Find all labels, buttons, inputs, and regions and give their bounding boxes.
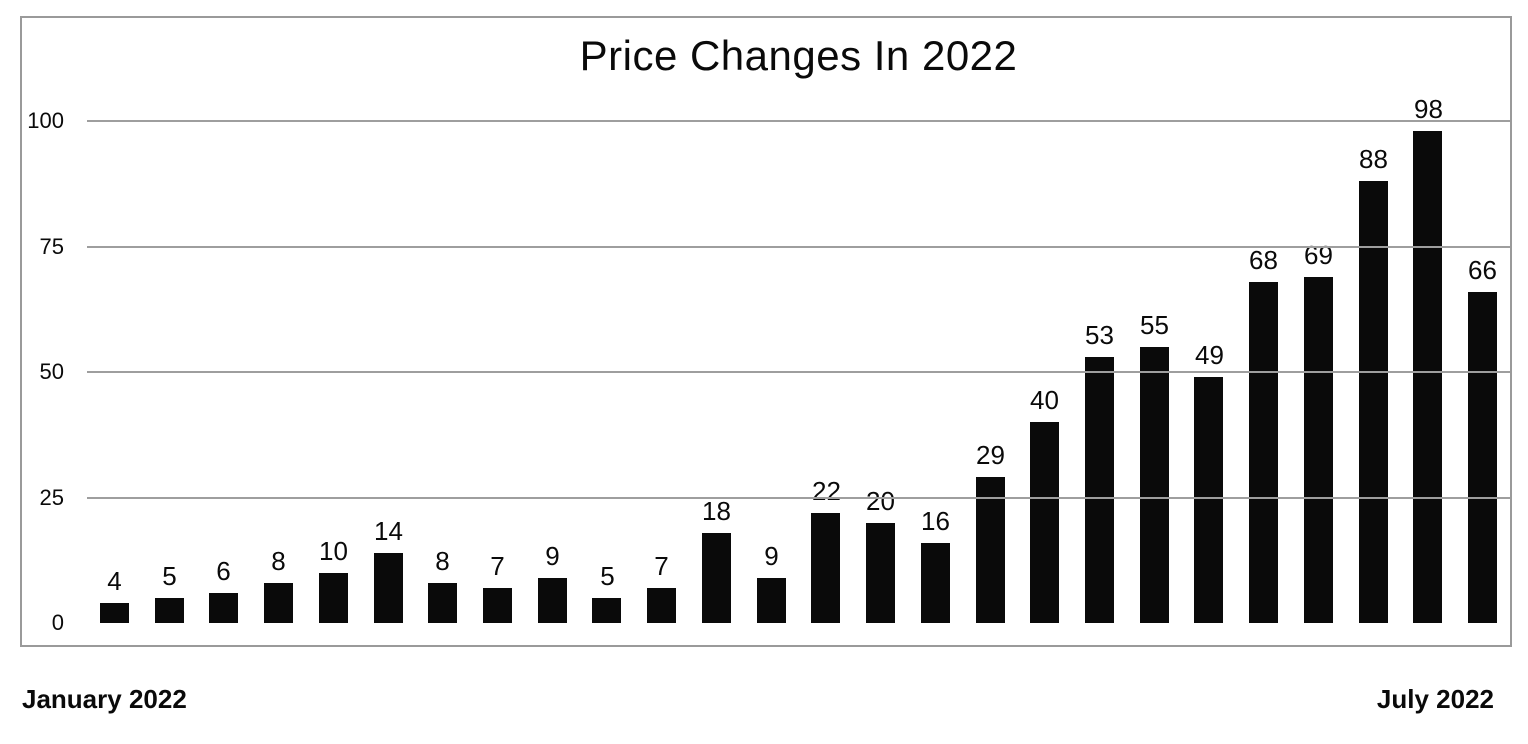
x-axis-start-label: January 2022: [22, 684, 187, 714]
bar-value-label: 49: [1195, 340, 1224, 370]
bar-value-label: 18: [702, 496, 731, 526]
gridline: [87, 496, 1510, 499]
bar-value-label: 9: [764, 541, 779, 571]
bar: [428, 583, 457, 623]
bar: [1030, 422, 1059, 623]
bar: [921, 543, 950, 623]
bar-value-label: 16: [921, 506, 950, 536]
bar: [319, 573, 348, 623]
bar-value-label: 8: [271, 546, 286, 576]
bar-value-label: 14: [374, 516, 403, 546]
bar-value-label: 6: [216, 556, 231, 586]
y-tick-label: 75: [39, 233, 64, 259]
bar: [757, 578, 786, 623]
bar: [976, 477, 1005, 623]
bar-value-label: 5: [600, 561, 615, 591]
bar: [1359, 181, 1388, 623]
bar-value-label: 53: [1085, 320, 1114, 350]
bar: [374, 553, 403, 623]
bar: [483, 588, 512, 623]
y-tick-label: 25: [39, 484, 64, 510]
bar: [209, 593, 238, 623]
bar: [1085, 357, 1114, 623]
bar: [1468, 292, 1497, 623]
x-axis-labels: January 2022 July 2022: [20, 684, 1512, 714]
bar: [1304, 277, 1333, 623]
bar-value-label: 55: [1140, 310, 1169, 340]
bar: [538, 578, 567, 623]
bar-value-label: 10: [319, 536, 348, 566]
bar-value-label: 20: [866, 486, 895, 516]
bar: [1194, 377, 1223, 623]
plot-area: 4 5 6 8 10 14 8 7 9 5 7 18 9 22 20 16 29 40 53 55 49 68 69 88 98…: [87, 18, 1510, 623]
chart-title: Price Changes In 2022: [579, 32, 1018, 79]
bar-value-label: 7: [490, 551, 505, 581]
bar: [702, 533, 731, 623]
gridline: [87, 120, 1510, 122]
chart-frame: Price Changes In 2022 4 5 6 8 10 14 8 7 9 5 7 18 9 22…: [20, 16, 1512, 647]
bar: [1249, 282, 1278, 623]
y-tick-label: 0: [51, 610, 64, 635]
bar: [155, 598, 184, 623]
bar: [100, 603, 129, 623]
bar: [1140, 347, 1169, 623]
bar-value-label: 7: [654, 551, 669, 581]
y-tick-label: 100: [27, 108, 64, 133]
bar-value-label: 8: [435, 546, 450, 576]
bar-value-label: 40: [1030, 385, 1059, 415]
gridline: [87, 371, 1510, 373]
bar: [811, 513, 840, 623]
bar: [592, 598, 621, 623]
bar-value-label: 68: [1249, 245, 1278, 275]
bar-value-label: 29: [976, 440, 1005, 470]
bar-value-label: 22: [812, 476, 841, 506]
bar: [866, 523, 895, 623]
gridline: [87, 245, 1510, 248]
x-axis-end-label: July 2022: [1376, 684, 1494, 714]
bar: [1413, 131, 1442, 623]
bar: [647, 588, 676, 623]
y-tick-label: 50: [39, 359, 64, 384]
bar-value-label: 98: [1414, 94, 1443, 124]
bar-value-label: 9: [545, 541, 560, 571]
bar-value-label: 5: [162, 561, 177, 591]
bar-value-label: 88: [1359, 144, 1388, 174]
bar-value-label: 4: [107, 566, 122, 596]
bar: [264, 583, 293, 623]
bar-value-label: 66: [1468, 255, 1497, 285]
